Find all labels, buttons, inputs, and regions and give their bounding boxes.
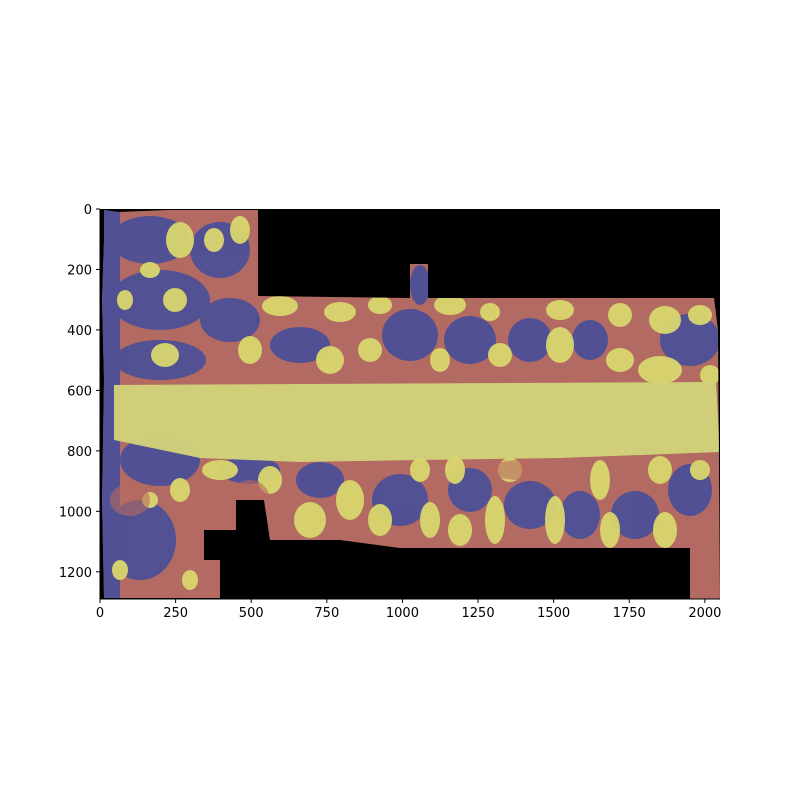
x-tick-label: 1250 (462, 606, 495, 621)
y-tick-label: 600 (67, 384, 92, 399)
axes-frame (99, 209, 720, 600)
y-tick-label: 0 (84, 203, 92, 218)
x-axis: 0 250 500 750 1000 1250 1500 1750 2000 (96, 599, 721, 621)
x-tick-label: 750 (314, 606, 339, 621)
x-tick-label: 1000 (386, 606, 419, 621)
y-tick-label: 1200 (59, 566, 92, 581)
x-tick-label: 2000 (688, 606, 721, 621)
x-tick-label: 0 (96, 606, 104, 621)
x-tick-label: 500 (239, 606, 264, 621)
y-axis: 0 200 400 600 800 1000 1200 (59, 203, 100, 581)
y-tick-label: 400 (67, 324, 92, 339)
central-band (114, 382, 720, 462)
high-intensity-regions (117, 216, 720, 385)
y-tick-label: 200 (67, 263, 92, 278)
y-tick-label: 1000 (59, 505, 92, 520)
image-panel (100, 209, 720, 599)
low-intensity-regions (102, 210, 720, 599)
x-tick-label: 250 (163, 606, 188, 621)
x-tick-label: 1750 (613, 606, 646, 621)
x-tick-label: 1500 (537, 606, 570, 621)
y-tick-label: 800 (67, 445, 92, 460)
